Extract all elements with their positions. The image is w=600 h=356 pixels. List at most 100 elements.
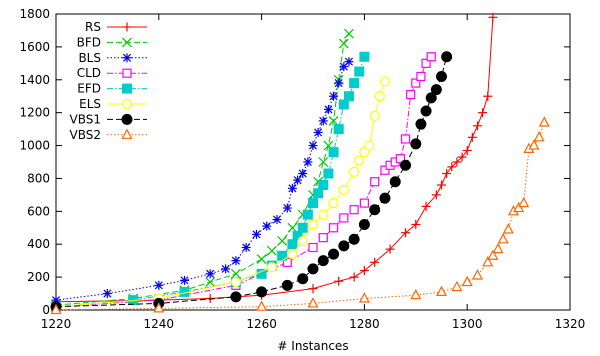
point-cld-sq — [400, 134, 411, 144]
y-tick-label: 1600 — [19, 40, 50, 54]
point-bls-d2 — [314, 128, 323, 137]
point-efd — [308, 198, 318, 209]
point-vbs2 — [538, 116, 550, 127]
point-vbs2-t — [533, 131, 545, 142]
axis-ticks: 1220 1240 1260 1280 1300 1320 0 200 400 600 800 100… — [19, 7, 585, 331]
point-vbs1-c — [410, 138, 422, 150]
point-efd-sq — [308, 198, 318, 209]
point-vbs1 — [297, 273, 309, 285]
legend-marker-cld — [122, 68, 132, 78]
series-line-els — [55, 81, 386, 308]
point-rs — [472, 121, 482, 131]
point-cld — [308, 242, 318, 253]
point-bfd-d2 — [318, 157, 329, 167]
point-vbs1-c — [441, 51, 453, 63]
point-rs — [447, 162, 457, 172]
point-bls — [272, 215, 282, 225]
y-tick-label: 1400 — [19, 73, 50, 87]
point-vbs2 — [482, 256, 494, 267]
y-tick-label: 0 — [42, 303, 50, 317]
legend-item-els: ELS — [79, 97, 147, 111]
point-vbs2-t — [518, 196, 530, 208]
point-bls-d2 — [293, 176, 302, 185]
point-vbs2 — [436, 285, 447, 297]
point-vbs2 — [497, 233, 509, 244]
point-bls — [287, 183, 297, 193]
legend-item-rs: RS — [85, 20, 147, 34]
legend-marker-bfd-d2 — [122, 37, 132, 48]
point-bls-d2 — [262, 222, 271, 231]
point-vbs1 — [410, 138, 422, 150]
point-cld-sq — [282, 257, 292, 267]
point-els-c — [349, 166, 360, 177]
point-vbs1-c — [338, 240, 350, 252]
point-vbs2 — [50, 303, 62, 315]
point-bls-d2 — [298, 169, 307, 178]
point-cld — [328, 223, 339, 233]
point-rs — [421, 201, 431, 211]
point-efd-sq — [359, 51, 370, 62]
x-tick-label: 1320 — [555, 317, 586, 331]
point-efd — [359, 51, 370, 62]
point-els-c — [266, 262, 277, 273]
point-efd-sq — [302, 209, 313, 220]
point-bls — [251, 229, 261, 239]
point-vbs2 — [502, 223, 514, 234]
point-cld — [411, 78, 421, 88]
point-bfd-d2 — [287, 222, 298, 233]
legend-label-rs: RS — [85, 20, 101, 34]
x-axis-title: # Instances — [277, 339, 348, 353]
point-vbs2 — [461, 275, 473, 287]
point-vbs1 — [420, 105, 432, 117]
point-cld — [416, 71, 426, 82]
series-cld — [51, 52, 436, 312]
legend-marker-rs — [122, 22, 132, 32]
point-rs — [359, 266, 369, 276]
point-cld-sq — [426, 52, 436, 62]
point-bls — [313, 127, 323, 137]
point-els — [266, 262, 277, 273]
point-efd — [338, 99, 349, 110]
point-cld-sq — [308, 242, 318, 253]
plot-frame — [55, 13, 571, 311]
point-vbs2 — [358, 292, 370, 303]
legend-label-bfd: BFD — [77, 35, 101, 49]
point-bls — [205, 269, 215, 279]
point-bfd-d2 — [205, 277, 216, 287]
point-cld — [339, 213, 349, 223]
point-bls — [282, 203, 292, 213]
series-layer — [50, 12, 550, 315]
point-vbs2-t — [487, 249, 499, 260]
y-tick-label: 400 — [27, 237, 50, 251]
point-cld-sq — [339, 213, 349, 223]
point-vbs1 — [348, 233, 360, 245]
point-bfd — [344, 28, 354, 39]
point-vbs1-c — [256, 286, 268, 298]
point-rs — [483, 91, 493, 101]
legend-label-efd: EFD — [77, 82, 101, 96]
point-vbs2 — [256, 300, 268, 311]
point-rs — [431, 190, 441, 200]
legend-label-bls: BLS — [78, 51, 101, 65]
point-vbs1-c — [328, 248, 340, 260]
point-els-c — [374, 91, 385, 102]
point-vbs1-c — [317, 255, 329, 267]
point-vbs2-t — [358, 292, 370, 303]
point-rs — [437, 180, 446, 190]
point-vbs2-t — [492, 242, 504, 254]
point-bfd — [287, 222, 298, 233]
point-efd-sq — [287, 239, 298, 250]
legend-marker-vbs1 — [121, 113, 133, 125]
legend-item-cld: CLD — [77, 66, 147, 80]
series-vbs2 — [50, 116, 550, 315]
point-bfd-d2 — [230, 268, 241, 279]
legend-marker-bls — [122, 53, 132, 63]
point-cld-sq — [416, 71, 426, 82]
legend-item-vbs1: VBS1 — [70, 112, 147, 126]
point-vbs1-c — [307, 263, 319, 275]
point-vbs1 — [369, 204, 381, 216]
point-els-c — [359, 147, 370, 158]
point-cld — [421, 58, 431, 68]
point-vbs2 — [451, 280, 463, 292]
